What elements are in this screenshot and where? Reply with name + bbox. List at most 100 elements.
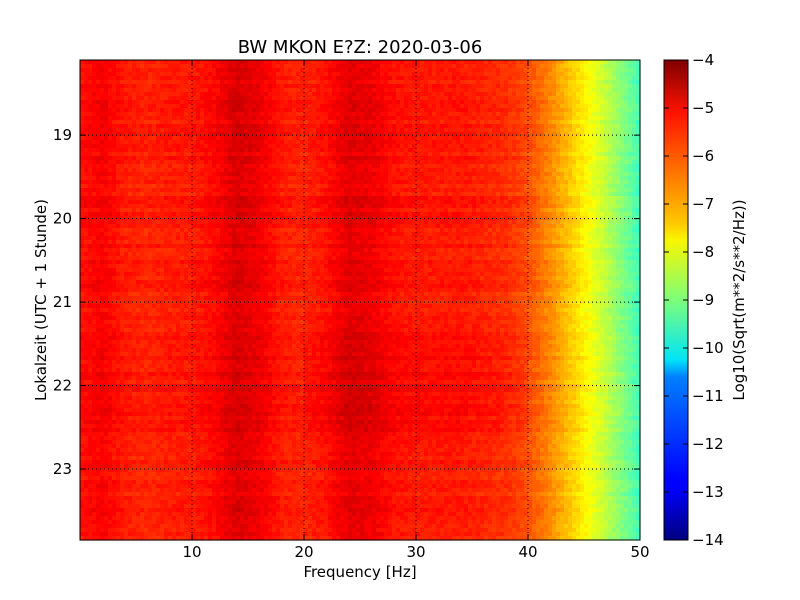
heatmap-cell [508, 148, 513, 153]
heatmap-cell [140, 60, 145, 65]
heatmap-cell [384, 72, 389, 77]
heatmap-cell [112, 136, 117, 141]
heatmap-cell [432, 132, 437, 137]
heatmap-cell [200, 84, 205, 89]
heatmap-cell [616, 60, 621, 65]
heatmap-cell [184, 184, 189, 189]
heatmap-cell [260, 156, 265, 161]
heatmap-cell [108, 68, 113, 73]
heatmap-cell [360, 116, 365, 121]
heatmap-cell [428, 104, 433, 109]
heatmap-cell [540, 72, 545, 77]
heatmap-cell [204, 84, 209, 89]
heatmap-cell [304, 140, 309, 145]
heatmap-cell [580, 168, 585, 173]
heatmap-cell [616, 176, 621, 181]
heatmap-cell [460, 100, 465, 105]
heatmap-cell [216, 108, 221, 113]
heatmap-cell [436, 76, 441, 81]
heatmap-cell [400, 72, 405, 77]
heatmap-cell [536, 136, 541, 141]
heatmap-cell [328, 96, 333, 101]
heatmap-cell [232, 176, 237, 181]
heatmap-cell [356, 136, 361, 141]
heatmap-cell [148, 72, 153, 77]
heatmap-cell [256, 188, 261, 193]
heatmap-cell [140, 112, 145, 117]
heatmap-cell [216, 124, 221, 129]
heatmap-cell [180, 60, 185, 65]
heatmap-cell [236, 76, 241, 81]
heatmap-cell [224, 192, 229, 197]
heatmap-cell [396, 200, 401, 205]
heatmap-cell [140, 88, 145, 93]
heatmap-cell [524, 88, 529, 93]
heatmap-cell [612, 192, 617, 197]
heatmap-cell [404, 104, 409, 109]
heatmap-cell [632, 172, 637, 177]
heatmap-cell [232, 164, 237, 169]
heatmap-cell [560, 100, 565, 105]
heatmap-cell [628, 96, 633, 101]
heatmap-cell [556, 88, 561, 93]
heatmap-cell [200, 104, 205, 109]
heatmap-cell [468, 164, 473, 169]
heatmap-cell [264, 148, 269, 153]
heatmap-cell [492, 160, 497, 165]
heatmap-cell [612, 164, 617, 169]
heatmap-cell [348, 136, 353, 141]
heatmap-cell [552, 72, 557, 77]
heatmap-cell [388, 108, 393, 113]
heatmap-cell [424, 76, 429, 81]
heatmap-cell [468, 196, 473, 201]
heatmap-cell [172, 100, 177, 105]
heatmap-cell [324, 116, 329, 121]
heatmap-cell [296, 156, 301, 161]
heatmap-cell [328, 108, 333, 113]
heatmap-cell [116, 160, 121, 165]
heatmap-cell [388, 184, 393, 189]
heatmap-cell [308, 164, 313, 169]
heatmap-cell [596, 192, 601, 197]
heatmap-cell [228, 80, 233, 85]
heatmap-cell [552, 108, 557, 113]
heatmap-cell [612, 168, 617, 173]
heatmap-cell [544, 76, 549, 81]
heatmap-cell [312, 136, 317, 141]
heatmap-cell [284, 160, 289, 165]
heatmap-cell [416, 116, 421, 121]
heatmap-cell [504, 100, 509, 105]
heatmap-cell [636, 88, 641, 93]
heatmap-cell [344, 120, 349, 125]
heatmap-cell [248, 100, 253, 105]
heatmap-cell [484, 140, 489, 145]
heatmap-cell [504, 184, 509, 189]
heatmap-cell [428, 172, 433, 177]
heatmap-cell [420, 132, 425, 137]
heatmap-cell [344, 192, 349, 197]
heatmap-cell [444, 64, 449, 69]
heatmap-cell [584, 140, 589, 145]
heatmap-cell [396, 72, 401, 77]
heatmap-cell [280, 144, 285, 149]
heatmap-cell [628, 100, 633, 105]
heatmap-cell [492, 96, 497, 101]
heatmap-cell [136, 108, 141, 113]
heatmap-cell [576, 92, 581, 97]
heatmap-cell [156, 88, 161, 93]
heatmap-cell [112, 96, 117, 101]
heatmap-cell [260, 120, 265, 125]
heatmap-cell [264, 196, 269, 201]
heatmap-cell [308, 192, 313, 197]
heatmap-cell [352, 132, 357, 137]
heatmap-cell [292, 148, 297, 153]
heatmap-cell [156, 188, 161, 193]
heatmap-cell [308, 148, 313, 153]
heatmap-cell [616, 80, 621, 85]
heatmap-cell [96, 72, 101, 77]
heatmap-cell [524, 68, 529, 73]
heatmap-cell [416, 72, 421, 77]
heatmap-cell [188, 92, 193, 97]
heatmap-cell [124, 168, 129, 173]
heatmap-cell [84, 112, 89, 117]
